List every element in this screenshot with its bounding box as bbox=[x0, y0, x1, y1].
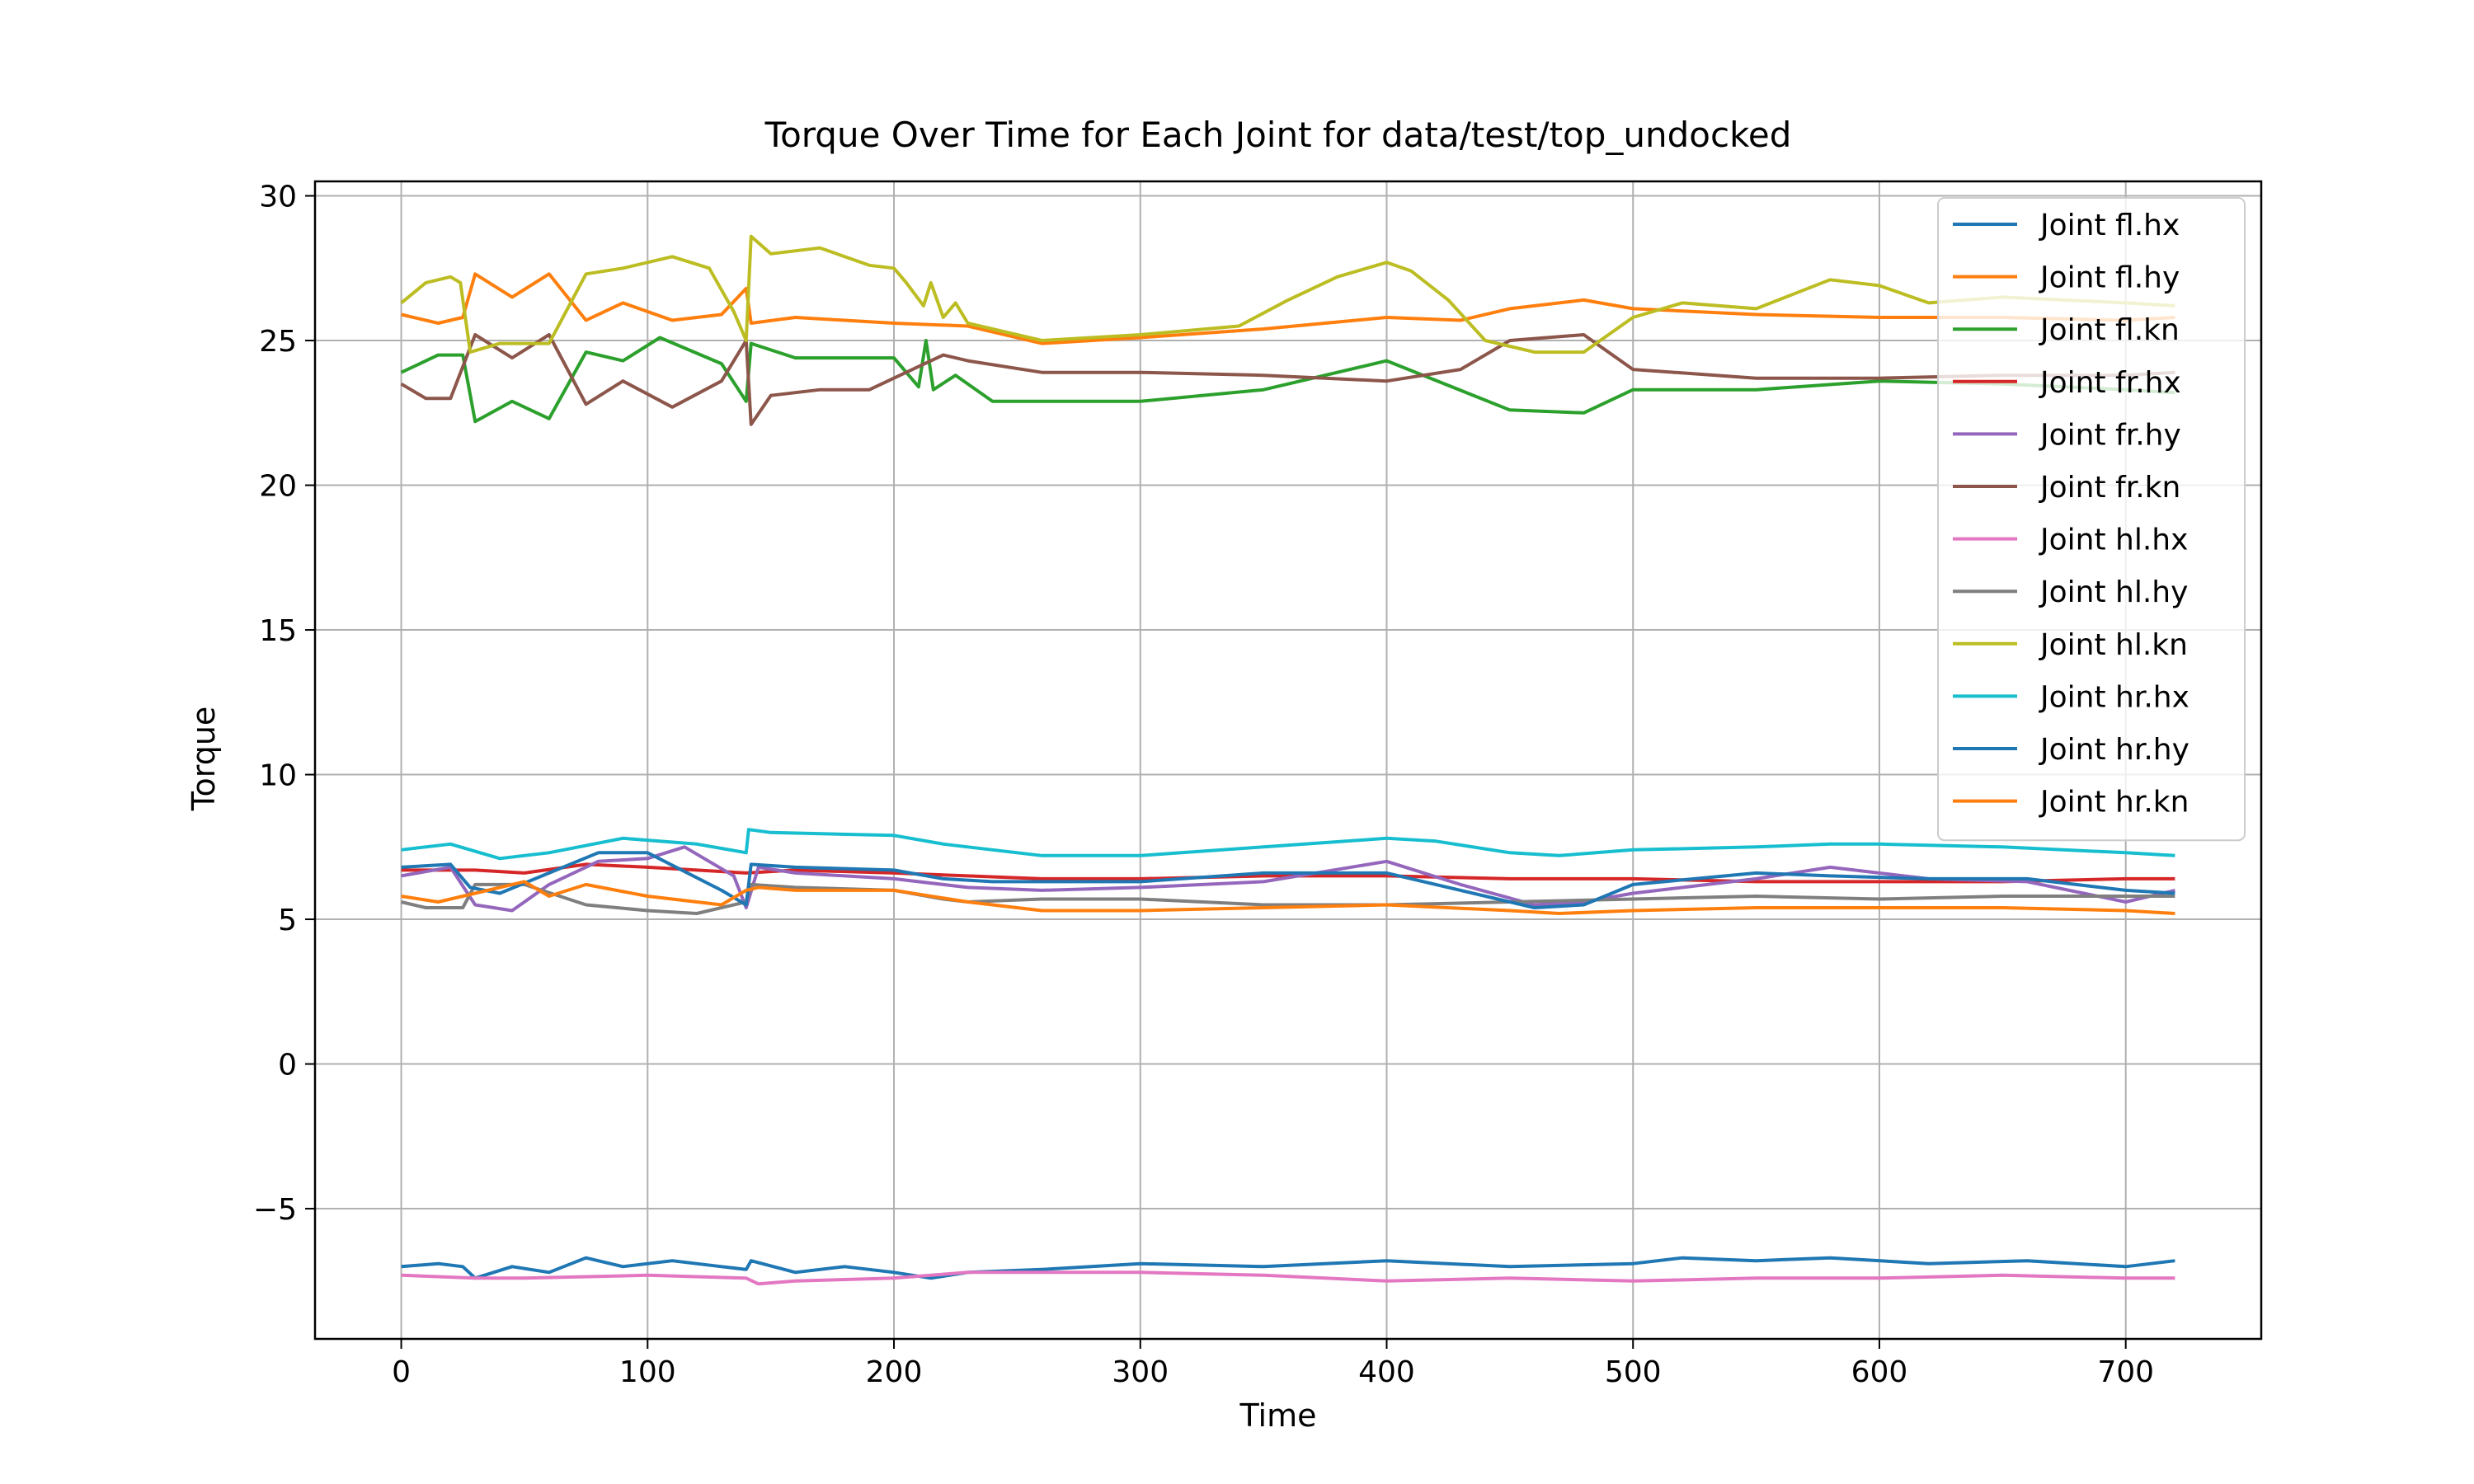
series-line-hl-kn bbox=[400, 234, 2175, 355]
legend: Joint fl.hx Joint fl.hy Joint fl.kn Joint f… bbox=[1937, 197, 2246, 842]
legend-label: Joint hr.hy bbox=[2039, 733, 2189, 767]
x-tick-label: 100 bbox=[619, 1355, 676, 1389]
y-tick-label: 25 bbox=[259, 325, 297, 359]
legend-label: Joint fr.hy bbox=[2039, 418, 2181, 452]
y-tick-label: −5 bbox=[253, 1193, 297, 1227]
legend-label: Joint fr.hx bbox=[2039, 366, 2181, 400]
y-tick-label: 30 bbox=[259, 181, 297, 214]
series-line-fl-hy bbox=[401, 272, 2175, 345]
x-tick-label: 700 bbox=[2097, 1355, 2154, 1389]
y-tick-label: 5 bbox=[278, 904, 297, 937]
x-tick-label: 300 bbox=[1112, 1355, 1169, 1389]
y-tick-label: 15 bbox=[259, 614, 297, 648]
y-tick-label: 20 bbox=[259, 470, 297, 504]
legend-label: Joint fl.kn bbox=[2039, 313, 2180, 347]
series-line-hl-hx bbox=[401, 1270, 2175, 1286]
legend-label: Joint hl.hy bbox=[2039, 575, 2188, 609]
y-tick-label: 0 bbox=[278, 1049, 297, 1082]
series-line-fl-kn bbox=[400, 336, 2175, 424]
legend-label: Joint hl.hx bbox=[2039, 524, 2188, 557]
x-tick-label: 600 bbox=[1851, 1355, 1908, 1389]
series-line-hr-hx bbox=[401, 828, 2175, 861]
legend-label: Joint fl.hx bbox=[2039, 209, 2180, 242]
series-line-hr-kn bbox=[401, 880, 2175, 915]
legend-box bbox=[1937, 197, 2246, 842]
series-line-hr-hy bbox=[401, 851, 2175, 909]
y-tick-label: 10 bbox=[259, 759, 297, 793]
x-tick-label: 0 bbox=[392, 1355, 411, 1389]
legend-label: Joint fr.kn bbox=[2039, 471, 2180, 505]
legend-label: Joint fl.hy bbox=[2039, 261, 2180, 295]
x-axis-label: Time bbox=[1239, 1397, 1317, 1434]
plot-frame bbox=[313, 180, 2263, 1341]
legend-label: Joint hr.kn bbox=[2039, 786, 2189, 819]
chart-title: Torque Over Time for Each Joint for data… bbox=[764, 115, 1792, 155]
series-line-fr-kn bbox=[400, 333, 2175, 426]
x-tick-label: 400 bbox=[1358, 1355, 1415, 1389]
axis-ticks: 0 100 200 300 400 500 600 700 −5 0 5 10 15 20 25 30 bbox=[253, 181, 2154, 1389]
series-line-fr-hx bbox=[401, 862, 2175, 884]
x-tick-label: 500 bbox=[1605, 1355, 1662, 1389]
series-lines bbox=[400, 234, 2175, 1286]
x-tick-label: 200 bbox=[866, 1355, 923, 1389]
y-axis-label: Torque bbox=[186, 707, 222, 812]
legend-label: Joint hr.hx bbox=[2039, 680, 2189, 714]
legend-label: Joint hl.kn bbox=[2039, 628, 2188, 662]
